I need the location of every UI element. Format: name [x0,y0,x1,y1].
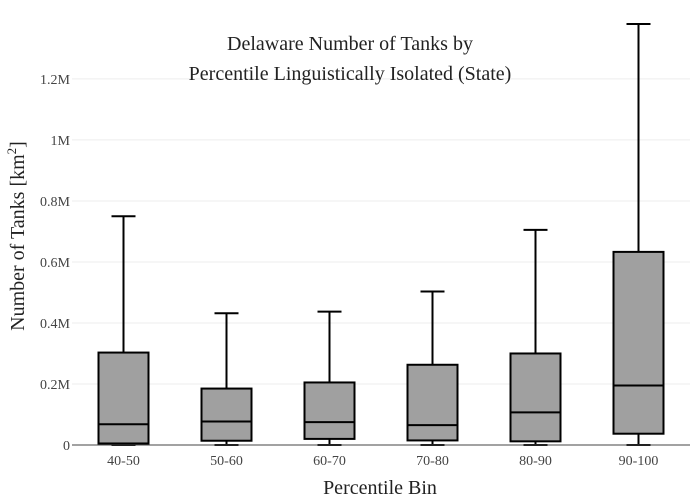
interquartile-box [406,363,459,442]
y-tick-label: 1M [51,134,71,149]
interquartile-box [303,381,356,440]
box-60-70 [303,310,356,446]
grid-lines [72,78,690,385]
y-axis-title-main: Number of Tanks [km [7,154,29,331]
box-70-80 [406,290,459,446]
x-axis-title: Percentile Bin [323,477,437,499]
box-40-50 [97,215,150,446]
box-series [97,23,665,446]
interquartile-box [97,351,150,445]
y-tick-label: 0.2M [40,378,71,393]
y-tick-labels: 0 0.2M 0.4M 0.6M 0.8M 1M 1.2M [40,73,71,454]
x-tick-label: 60-70 [313,454,346,469]
interquartile-box [612,250,665,435]
chart-title-line-2: Percentile Linguistically Isolated (Stat… [189,63,512,85]
chart-title-line-1: Delaware Number of Tanks by [227,33,473,55]
x-tick-label: 80-90 [519,454,552,469]
y-tick-label: 0.8M [40,195,71,210]
y-tick-label: 1.2M [40,73,71,88]
box-90-100 [612,23,665,446]
y-tick-label: 0.6M [40,256,71,271]
y-axis-title-close: ] [7,141,29,148]
y-axis-title: Number of Tanks [km2] [4,141,29,331]
interquartile-box [200,387,253,442]
y-axis-title-superscript: 2 [4,148,19,155]
x-tick-label: 40-50 [107,454,140,469]
x-tick-labels: 40-50 50-60 60-70 70-80 80-90 90-100 [107,454,658,469]
box-50-60 [200,312,253,446]
interquartile-box [509,352,562,443]
y-tick-label: 0 [63,439,70,454]
y-tick-label: 0.4M [40,317,71,332]
x-tick-label: 50-60 [210,454,243,469]
box-80-90 [509,228,562,446]
x-tick-label: 70-80 [416,454,449,469]
x-tick-label: 90-100 [619,454,659,469]
